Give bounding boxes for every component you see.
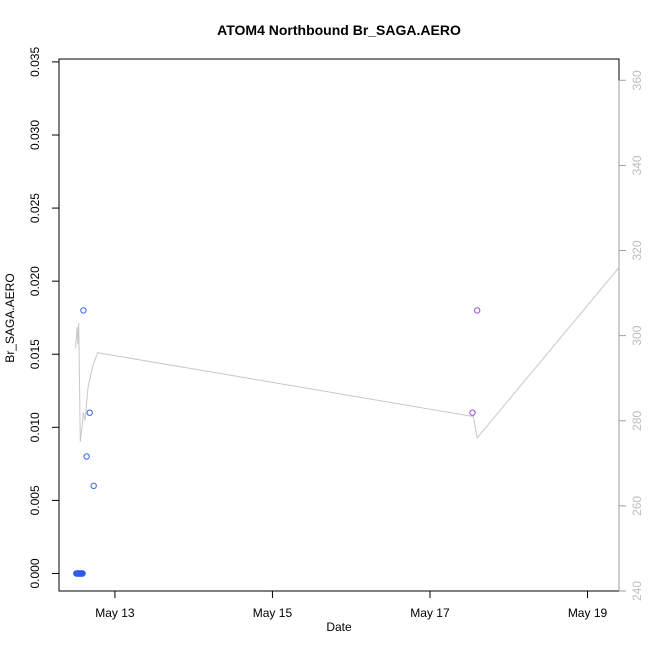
- plot-area: [73, 205, 650, 577]
- y2-tick-label: 320: [630, 240, 644, 260]
- y2-tick-label: 300: [630, 325, 644, 345]
- data-point: [79, 570, 86, 577]
- y-tick-label: 0.035: [28, 47, 42, 77]
- data-point: [469, 409, 476, 416]
- plot-frame: [58, 58, 620, 592]
- data-point: [83, 453, 90, 460]
- data-point: [634, 454, 639, 459]
- data-point: [644, 439, 649, 444]
- y2-tick-label: 260: [630, 496, 644, 516]
- y-tick-label: 0.015: [28, 339, 42, 369]
- y2-tick-label: 340: [630, 155, 644, 175]
- data-point: [636, 439, 641, 444]
- data-point: [90, 482, 97, 489]
- data-point: [642, 395, 647, 400]
- y2-tick-label: 360: [630, 70, 644, 90]
- secondary-y-axis: 240 260 280 300 320 340 360: [618, 70, 644, 601]
- y2-tick-label: 280: [630, 410, 644, 430]
- y-tick-label: 0.020: [28, 266, 42, 296]
- data-point: [645, 293, 650, 298]
- data-point: [642, 469, 647, 474]
- x-tick-label: May 19: [568, 606, 608, 620]
- y-axis: 0.000 0.005 0.010 0.015 0.020 0.025 0.030 0.035: [28, 47, 60, 589]
- data-point: [645, 454, 650, 459]
- data-point: [638, 469, 643, 474]
- data-point: [646, 308, 650, 313]
- data-point: [80, 307, 87, 314]
- x-axis: May 13 May 15 May 17 May 19: [95, 590, 608, 620]
- data-point: [474, 307, 481, 314]
- data-point: [86, 409, 93, 416]
- chart-title: ATOM4 Northbound Br_SAGA.AERO: [217, 22, 461, 38]
- data-point: [640, 205, 645, 210]
- data-point: [632, 439, 637, 444]
- y-tick-label: 0.005: [28, 485, 42, 515]
- x-tick-label: May 13: [95, 606, 135, 620]
- y-tick-label: 0.000: [28, 558, 42, 588]
- y2-tick-label: 240: [630, 581, 644, 601]
- y-tick-label: 0.010: [28, 412, 42, 442]
- y-tick-label: 0.025: [28, 193, 42, 223]
- x-tick-label: May 17: [410, 606, 450, 620]
- y-tick-label: 0.030: [28, 120, 42, 150]
- x-tick-label: May 15: [253, 606, 293, 620]
- y-axis-label: Br_SAGA.AERO: [3, 273, 17, 362]
- x-axis-label: Date: [326, 620, 352, 634]
- secondary-series-line: [75, 266, 619, 443]
- data-point: [643, 381, 648, 386]
